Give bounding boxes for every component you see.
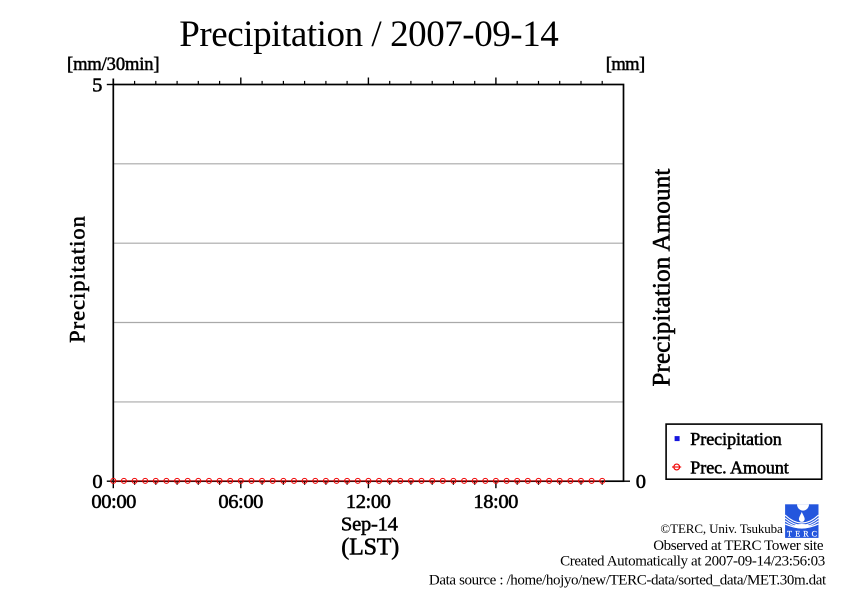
svg-text:00:00: 00:00 — [91, 491, 136, 513]
svg-text:Precipitation / 2007-09-14: Precipitation / 2007-09-14 — [179, 14, 559, 55]
svg-text:Precipitation: Precipitation — [65, 216, 90, 343]
svg-text:18:00: 18:00 — [473, 491, 518, 513]
svg-text:Prec. Amount: Prec. Amount — [690, 457, 789, 477]
svg-text:E: E — [795, 530, 800, 539]
svg-text:[mm/30min]: [mm/30min] — [67, 55, 160, 75]
svg-text:[mm]: [mm] — [606, 55, 646, 75]
svg-text:Sep-14: Sep-14 — [341, 513, 398, 535]
svg-text:C: C — [812, 530, 817, 539]
svg-text:Observed at TERC Tower site: Observed at TERC Tower site — [653, 538, 824, 554]
svg-text:Created Automatically at 2007-: Created Automatically at 2007-09-14/23:5… — [560, 554, 825, 570]
svg-text:12:00: 12:00 — [346, 491, 391, 513]
svg-text:T: T — [787, 530, 792, 539]
svg-text:06:00: 06:00 — [218, 491, 263, 513]
svg-text:5: 5 — [92, 75, 102, 97]
svg-text:0: 0 — [92, 471, 102, 493]
svg-text:Precipitation Amount: Precipitation Amount — [649, 169, 676, 387]
svg-text:R: R — [803, 530, 809, 539]
svg-text:Precipitation: Precipitation — [690, 429, 782, 449]
svg-text:(LST): (LST) — [341, 534, 399, 560]
svg-text:Data source : /home/hojyo/new/: Data source : /home/hojyo/new/TERC-data/… — [429, 573, 827, 589]
svg-text:©TERC, Univ. Tsukuba: ©TERC, Univ. Tsukuba — [660, 521, 783, 536]
svg-text:0: 0 — [636, 471, 646, 493]
